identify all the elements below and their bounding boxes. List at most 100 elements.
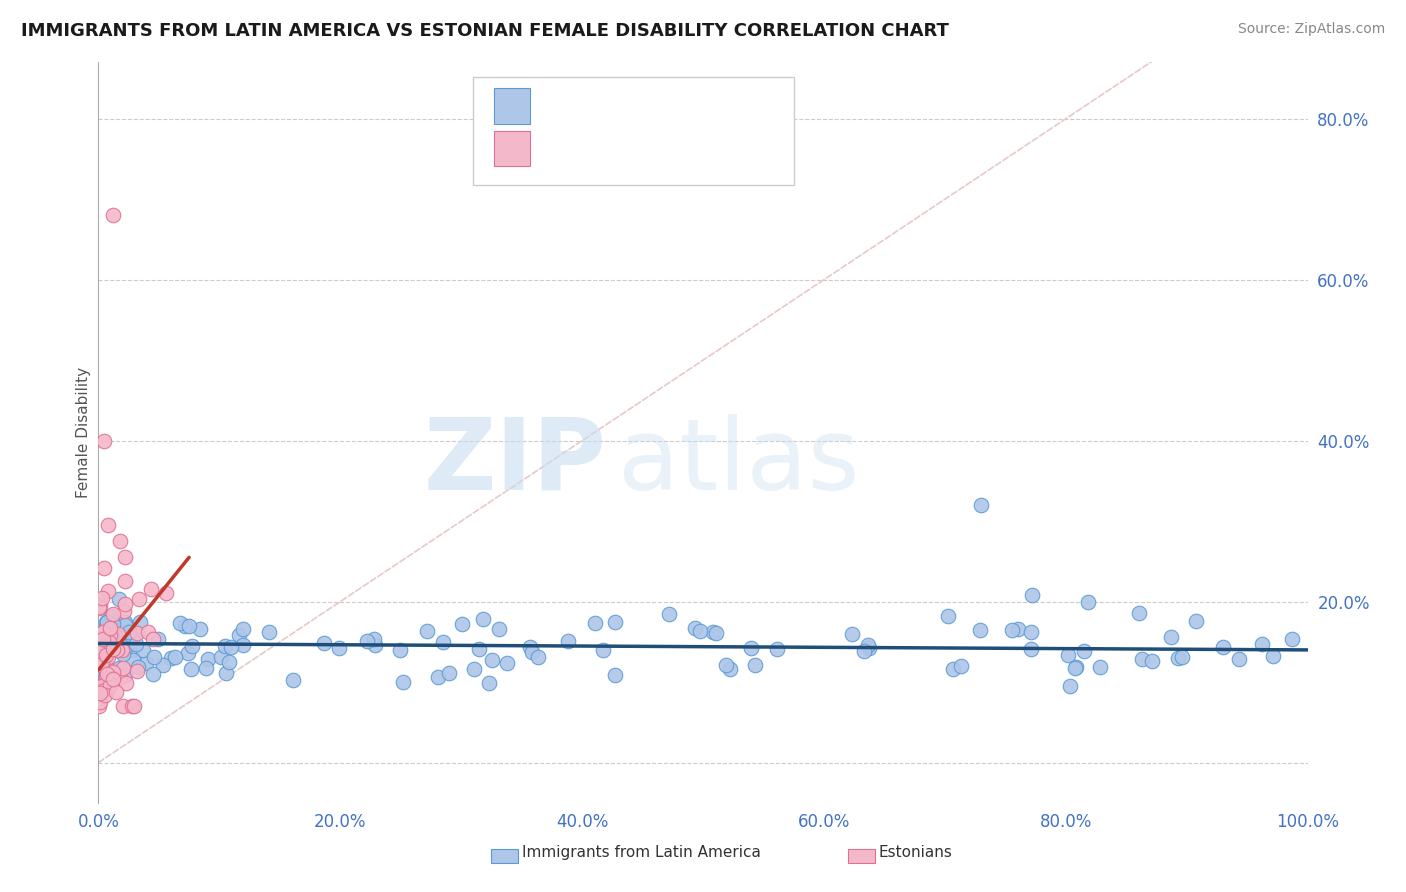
Point bbox=[94, 646, 117, 660]
Point bbox=[114, 667, 136, 681]
Point bbox=[93, 560, 115, 574]
Point bbox=[209, 650, 232, 665]
Point bbox=[114, 598, 136, 612]
Point bbox=[232, 638, 254, 652]
Point bbox=[689, 624, 711, 638]
Point bbox=[467, 642, 489, 657]
Point bbox=[90, 681, 112, 696]
Point bbox=[853, 643, 876, 657]
Point bbox=[94, 670, 117, 684]
Bar bbox=[848, 849, 875, 863]
Point bbox=[527, 649, 550, 664]
Point bbox=[112, 604, 135, 618]
Point bbox=[1160, 630, 1182, 644]
Point bbox=[1130, 652, 1153, 666]
Point bbox=[174, 619, 197, 633]
Point bbox=[89, 661, 111, 675]
Point bbox=[94, 671, 117, 685]
Point bbox=[89, 627, 111, 641]
Point bbox=[89, 695, 111, 709]
Point bbox=[388, 642, 411, 657]
Point bbox=[107, 627, 129, 641]
Point bbox=[115, 638, 138, 652]
Point bbox=[143, 650, 166, 665]
Point bbox=[129, 615, 152, 630]
Point bbox=[91, 679, 114, 693]
Point bbox=[96, 627, 118, 641]
Point bbox=[90, 591, 112, 606]
Point bbox=[121, 642, 143, 657]
Point bbox=[744, 658, 766, 673]
Point bbox=[111, 643, 134, 657]
Bar bbox=[492, 849, 517, 863]
Point bbox=[90, 684, 112, 698]
Point bbox=[155, 585, 177, 599]
Point bbox=[495, 656, 517, 670]
Point bbox=[177, 618, 200, 632]
Point bbox=[98, 664, 121, 678]
Text: Immigrants from Latin America: Immigrants from Latin America bbox=[522, 845, 761, 860]
Point bbox=[98, 621, 121, 635]
Point bbox=[858, 641, 880, 656]
Point bbox=[856, 638, 879, 652]
Point bbox=[121, 631, 143, 645]
Point bbox=[101, 631, 124, 645]
Point bbox=[104, 640, 127, 655]
Point bbox=[969, 624, 991, 638]
Point bbox=[1227, 652, 1250, 666]
Text: Estonians: Estonians bbox=[879, 845, 952, 860]
Point bbox=[451, 617, 474, 632]
Point bbox=[97, 650, 120, 665]
Point bbox=[98, 669, 121, 683]
Point bbox=[103, 665, 125, 679]
Point bbox=[87, 600, 110, 615]
Point bbox=[90, 655, 112, 669]
Point bbox=[97, 681, 120, 696]
Point bbox=[89, 672, 111, 686]
Text: atlas: atlas bbox=[619, 414, 860, 511]
Point bbox=[98, 677, 121, 691]
Bar bbox=[494, 130, 530, 166]
Point bbox=[432, 635, 454, 649]
Point bbox=[96, 665, 118, 680]
Point bbox=[135, 656, 157, 670]
Point bbox=[471, 611, 494, 625]
Y-axis label: Female Disability: Female Disability bbox=[76, 367, 91, 499]
Point bbox=[364, 638, 387, 652]
Point bbox=[180, 662, 202, 676]
Point bbox=[1064, 660, 1087, 674]
Point bbox=[100, 632, 122, 646]
Point bbox=[766, 641, 789, 656]
Point bbox=[90, 658, 112, 673]
Point bbox=[841, 627, 863, 641]
Point bbox=[98, 635, 121, 649]
Point bbox=[112, 647, 135, 661]
Text: ZIP: ZIP bbox=[423, 414, 606, 511]
Point bbox=[93, 648, 115, 662]
Point bbox=[702, 625, 724, 640]
Point bbox=[89, 679, 111, 693]
Point bbox=[197, 651, 219, 665]
Point bbox=[228, 628, 250, 642]
Point bbox=[740, 641, 762, 656]
Point bbox=[120, 632, 142, 646]
Point bbox=[96, 667, 118, 681]
Point bbox=[478, 676, 501, 690]
Point bbox=[105, 643, 128, 657]
Point bbox=[101, 208, 124, 222]
Point bbox=[100, 608, 122, 623]
Point bbox=[122, 699, 145, 714]
Point bbox=[94, 646, 117, 660]
Point bbox=[328, 640, 350, 655]
Point bbox=[437, 666, 460, 681]
Point bbox=[152, 658, 174, 673]
Point bbox=[603, 668, 626, 682]
Point bbox=[519, 640, 541, 654]
Point bbox=[91, 649, 114, 664]
Point bbox=[720, 662, 742, 676]
Point bbox=[125, 637, 148, 651]
Point bbox=[704, 626, 727, 640]
Point bbox=[138, 625, 160, 640]
Point bbox=[89, 686, 111, 700]
FancyBboxPatch shape bbox=[474, 78, 793, 185]
